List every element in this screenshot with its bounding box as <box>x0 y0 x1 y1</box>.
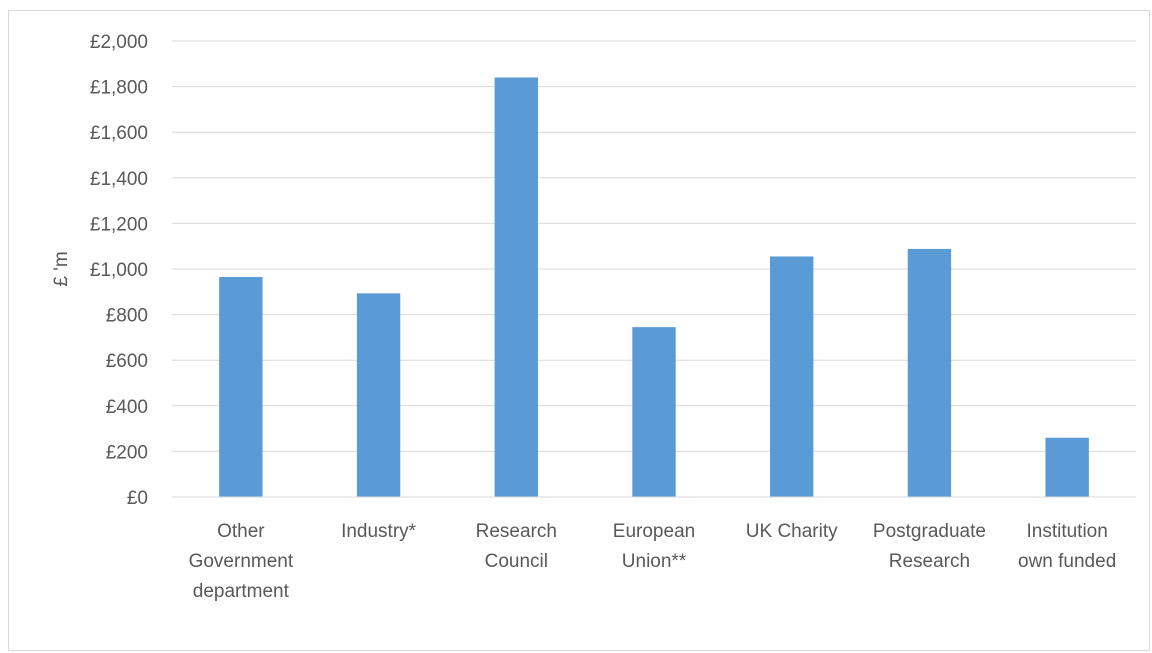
chart-frame <box>8 10 1150 651</box>
bar <box>907 248 952 497</box>
y-tick-label: £400 <box>106 397 148 418</box>
y-tick-label: £1,200 <box>90 214 148 235</box>
y-tick-label: £200 <box>106 442 148 463</box>
bar <box>632 327 676 497</box>
y-tick-label: £1,800 <box>90 78 148 99</box>
x-category-label: Other Government department <box>189 521 294 602</box>
y-axis-title: £ 'm <box>51 251 72 286</box>
bar <box>1045 437 1089 497</box>
bar <box>219 276 263 497</box>
x-category-label: UK Charity <box>746 521 838 542</box>
y-tick-label: £1,600 <box>90 123 148 144</box>
bar <box>494 77 538 497</box>
x-category-label: Research Council <box>476 521 557 572</box>
bars <box>219 77 1089 497</box>
x-category-label: Institution own funded <box>1018 521 1116 572</box>
x-category-label: Postgraduate Research <box>873 521 986 572</box>
y-tick-label: £800 <box>106 306 148 327</box>
x-axis-category-labels: Other Government department Industry* Resear… <box>189 521 1117 602</box>
gridlines <box>172 40 1136 452</box>
y-tick-label: £1,400 <box>90 169 148 190</box>
x-category-label: Industry* <box>341 521 417 542</box>
bar <box>770 256 814 497</box>
x-category-label: European Union** <box>613 521 695 572</box>
y-tick-label: £600 <box>106 351 148 372</box>
y-tick-label: £0 <box>127 488 148 509</box>
y-axis-tick-labels: £0 £200 £400 £600 £800 £1,000 £1,200 £1,400 £1,6… <box>90 32 148 509</box>
y-tick-label: £1,000 <box>90 260 148 281</box>
bar <box>356 293 401 497</box>
y-tick-label: £2,000 <box>90 32 148 53</box>
